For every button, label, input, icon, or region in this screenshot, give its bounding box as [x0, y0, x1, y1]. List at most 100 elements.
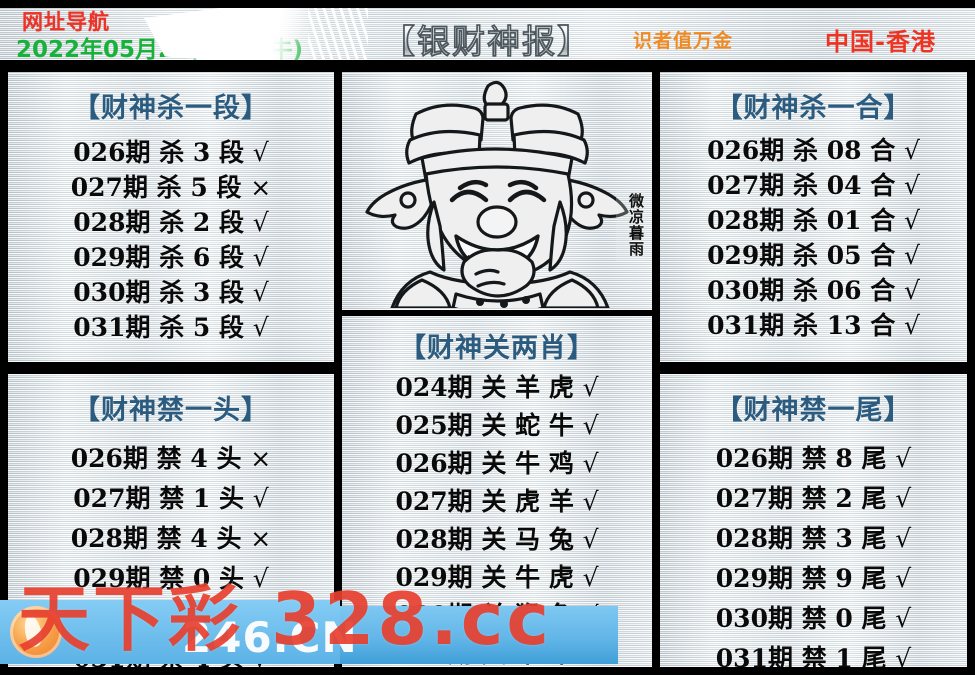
row-action: 杀	[792, 206, 818, 235]
row-action: 关	[481, 601, 507, 630]
row-result-mark: √	[582, 525, 599, 554]
row-value: 2	[835, 484, 853, 513]
row-action: 禁	[159, 604, 185, 633]
table-row: 026期 关 牛 鸡 √	[342, 445, 652, 483]
row-unit: 段	[219, 278, 245, 307]
row-action: 禁	[801, 524, 827, 553]
row-result-mark: √	[252, 278, 269, 307]
row-result-mark: √	[252, 604, 269, 633]
row-issue: 030期	[395, 601, 473, 630]
row-issue: 028期	[715, 524, 793, 553]
row-unit: 段	[219, 243, 245, 272]
row-action: 杀	[792, 311, 818, 340]
panel-jin-yi-tou: 【财神禁一头】 026期 禁 4 头 × 027期 禁 1 头 √ 028期 禁…	[8, 374, 334, 667]
nav-guide-badge[interactable]: 网址导航	[22, 10, 110, 34]
row-unit: 头	[219, 604, 245, 633]
row-value: 1	[835, 644, 853, 667]
row-unit: 尾	[861, 524, 887, 553]
row-value: 4	[190, 524, 208, 553]
row-result-mark: √	[895, 524, 912, 553]
row-action: 禁	[159, 564, 185, 593]
panel-title-guan-liang-xiao: 【财神关两肖】	[399, 333, 595, 364]
row-action: 禁	[159, 644, 185, 667]
row-unit: 段	[219, 313, 245, 342]
table-row: 027期 杀 04 合 √	[660, 168, 967, 203]
row-issue: 028期	[73, 208, 151, 237]
row-unit: 尾	[861, 604, 887, 633]
row-issue: 031期	[73, 313, 151, 342]
row-result-mark: √	[252, 208, 269, 237]
table-row: 028期 禁 3 尾 √	[660, 519, 967, 559]
row-result-mark: √	[903, 206, 920, 235]
row-unit: 尾	[861, 564, 887, 593]
row-action: 杀	[159, 278, 185, 307]
table-row: 031期 杀 13 合 √	[660, 308, 967, 343]
row-issue: 028期	[395, 525, 473, 554]
table-row: 028期 杀 01 合 √	[660, 203, 967, 238]
row-issue: 031期	[73, 644, 151, 667]
row-issue: 025期	[395, 411, 473, 440]
row-issue: 031期	[715, 644, 793, 667]
panel-title-sha-yi-he: 【财神杀一合】	[715, 93, 912, 124]
row-action: 关	[481, 487, 507, 516]
panel-sha-yi-he: 【财神杀一合】 026期 杀 08 合 √ 027期 杀 04 合 √ 028期…	[660, 72, 967, 362]
table-row: 028期 杀 2 段 √	[8, 205, 334, 240]
row-result-mark: √	[903, 171, 920, 200]
row-value: 1	[192, 484, 211, 513]
row-result-mark: √	[582, 487, 599, 516]
row-unit: 合	[870, 311, 896, 340]
row-value: 3	[835, 524, 853, 553]
row-issue: 027期	[395, 487, 473, 516]
row-unit: 头	[219, 484, 245, 513]
table-row: 031期 杀 5 段 √	[8, 310, 334, 345]
row-issue: 026期	[70, 444, 148, 473]
row-result-mark: √	[903, 311, 920, 340]
row-value: 羊 牛	[515, 639, 574, 667]
row-result-mark: √	[903, 241, 920, 270]
row-issue: 029期	[73, 564, 151, 593]
row-action: 杀	[792, 171, 818, 200]
region-label: 中国-香港	[825, 28, 936, 56]
row-action: 关	[481, 563, 507, 592]
row-action: 杀	[159, 208, 185, 237]
row-unit: 尾	[861, 484, 887, 513]
table-row: 027期 杀 5 段 ×	[8, 170, 334, 205]
row-result-mark: √	[582, 449, 599, 478]
row-unit: 合	[870, 206, 896, 235]
row-list-jin-yi-wei: 026期 禁 8 尾 √ 027期 禁 2 尾 √ 028期 禁 3 尾 √	[660, 439, 967, 667]
row-issue: 028期	[70, 524, 148, 553]
white-streak-artifact-2	[308, 8, 368, 60]
table-row: 026期 禁 8 尾 √	[660, 439, 967, 479]
row-result-mark: ×	[250, 173, 272, 202]
row-value: 0	[192, 564, 211, 593]
row-value: 8	[835, 444, 853, 473]
table-row: 029期 禁 9 尾 √	[660, 559, 967, 599]
row-unit: 合	[870, 171, 896, 200]
panel-title-sha-yi-duan: 【财神杀一段】	[73, 93, 269, 124]
row-result-mark: √	[895, 564, 912, 593]
row-result-mark: √	[582, 563, 599, 592]
row-issue: 029期	[707, 241, 785, 270]
row-issue: 031期	[395, 639, 473, 667]
row-issue: 030期	[707, 276, 785, 305]
row-issue: 029期	[715, 564, 793, 593]
row-action: 禁	[801, 564, 827, 593]
row-issue: 030期	[73, 604, 151, 633]
row-value: 猴 兔	[515, 601, 574, 630]
row-issue: 024期	[395, 373, 473, 402]
row-unit: 段	[219, 208, 245, 237]
row-unit: 段	[216, 173, 242, 202]
table-row: 027期 禁 1 头 √	[8, 479, 334, 519]
row-issue: 026期	[395, 449, 473, 478]
row-value: 05	[826, 241, 862, 270]
row-issue: 030期	[715, 604, 793, 633]
table-row: 024期 关 羊 虎 √	[342, 369, 652, 407]
slogan-text: 识者值万金	[633, 30, 734, 52]
row-action: 禁	[156, 444, 182, 473]
table-row: 028期 关 马 兔 √	[342, 521, 652, 559]
row-value: 3	[192, 278, 211, 307]
panel-title-jin-yi-tou: 【财神禁一头】	[73, 395, 269, 426]
god-of-wealth-icon	[365, 80, 629, 308]
table-row: 031期 禁 4 头 √	[8, 639, 334, 667]
